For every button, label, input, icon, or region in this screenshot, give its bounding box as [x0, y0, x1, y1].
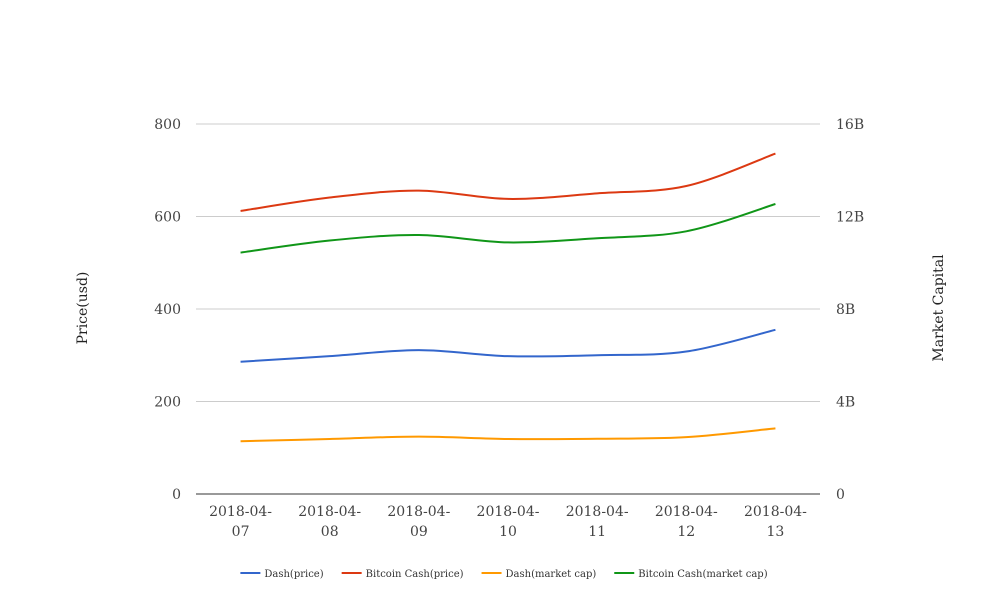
series-line-bitcoin-cash-market-cap	[240, 203, 776, 254]
x-axis-ticks: 2018-04-07 2018-04-08 2018-04-09 2018-04-10…	[209, 504, 807, 540]
x-tick-label: 2018-04-12	[655, 504, 718, 540]
left-tick-label: 200	[154, 395, 181, 411]
legend-label: Bitcoin Cash(price)	[366, 569, 464, 580]
x-tick-label: 2018-04-10	[477, 504, 540, 540]
left-axis-ticks: 0 200 400 600 800	[154, 117, 181, 503]
legend: Dash(price) Bitcoin Cash(price) Dash(marke…	[240, 569, 768, 580]
x-tick-label: 2018-04-07	[209, 504, 272, 540]
x-tick-label: 2018-04-09	[387, 504, 450, 540]
series-line-dash-price	[240, 328, 776, 363]
left-tick-label: 0	[172, 487, 181, 503]
right-axis-ticks: 0 4B 8B 12B 16B	[836, 117, 864, 503]
right-tick-label: 4B	[836, 395, 855, 411]
legend-label: Dash(market cap)	[506, 569, 597, 580]
gridlines	[196, 123, 820, 495]
right-axis-title: Market Capital	[931, 254, 947, 362]
series-line-bitcoin-cash-price	[240, 152, 776, 212]
x-tick-label: 2018-04-08	[298, 504, 361, 540]
right-tick-label: 16B	[836, 117, 864, 133]
left-axis-title: Price(usd)	[75, 272, 91, 345]
right-tick-label: 8B	[836, 302, 855, 318]
series-lines	[240, 152, 776, 443]
legend-label: Bitcoin Cash(market cap)	[638, 569, 767, 580]
right-tick-label: 12B	[836, 210, 864, 226]
left-tick-label: 400	[154, 302, 181, 318]
right-tick-label: 0	[836, 487, 845, 503]
legend-label: Dash(price)	[264, 569, 323, 580]
left-tick-label: 600	[154, 210, 181, 226]
series-line-dash-market-cap	[240, 427, 776, 443]
x-tick-label: 2018-04-13	[744, 504, 807, 540]
x-tick-label: 2018-04-11	[566, 504, 629, 540]
left-tick-label: 800	[154, 117, 181, 133]
